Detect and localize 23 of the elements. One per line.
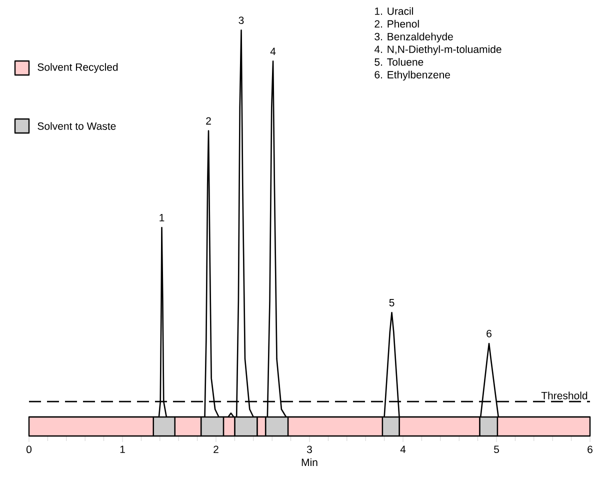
x-tick-label: 0 xyxy=(26,446,32,454)
annotation: 6 xyxy=(486,330,492,338)
annotation: 5 xyxy=(389,299,394,306)
legend-label: Solvent Recycled xyxy=(38,63,118,73)
annotation: 2 xyxy=(206,117,211,125)
x-tick-label: 5 xyxy=(494,446,499,454)
x-tick-label: 2 xyxy=(214,446,218,454)
x-tick-label: 3 xyxy=(306,446,312,454)
annotation: 3. Benzaldehyde xyxy=(374,32,453,42)
annotation: 6. Ethylbenzene xyxy=(374,70,450,81)
annotation: 4 xyxy=(270,48,276,55)
text: 1. Uracil xyxy=(375,7,413,15)
x-tick-label: 1 xyxy=(120,446,125,453)
x-tick-label: 4 xyxy=(400,446,406,453)
annotation: 4. N,N-Diethyl-m-toluamide xyxy=(374,45,502,56)
text: 2. Phenol xyxy=(374,20,419,28)
annotation: 1 xyxy=(160,214,164,222)
annotation: 3 xyxy=(238,16,244,24)
annotation: 5. Toluene xyxy=(374,58,424,66)
x-tick-label: 6 xyxy=(588,446,592,454)
x-axis-title: Min xyxy=(302,458,318,466)
ref-line-label: Threshold xyxy=(541,392,588,400)
legend-label: Solvent to Waste xyxy=(38,122,116,130)
